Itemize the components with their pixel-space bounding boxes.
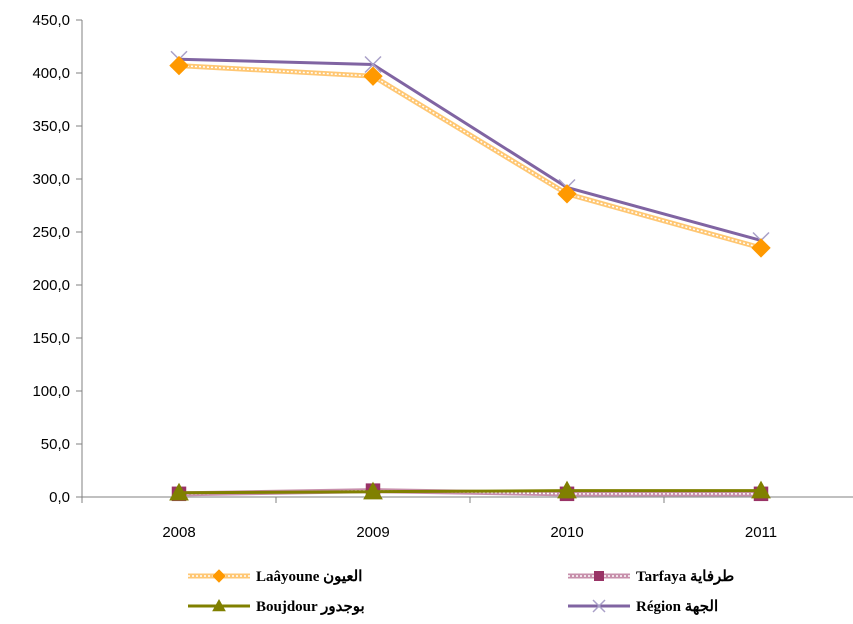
data-point — [751, 238, 771, 258]
data-point — [364, 55, 382, 74]
marker-x-stroke — [364, 55, 382, 74]
y-tick-label: 200,0 — [32, 277, 70, 294]
data-point — [557, 184, 577, 204]
data-point — [169, 482, 189, 501]
legend-marker — [212, 569, 226, 583]
legend-item: Région الجهة — [568, 599, 718, 615]
legend: Laâyoune العيون Tarfaya طرفاية Boujdour بو… — [188, 569, 734, 615]
x-tick-label: 2009 — [356, 524, 389, 541]
y-tick-label: 0,0 — [49, 489, 70, 506]
legend-label: Tarfaya طرفاية — [636, 569, 734, 585]
y-tick-label: 150,0 — [32, 330, 70, 347]
y-tick-label: 350,0 — [32, 118, 70, 135]
series-line-inner — [178, 64, 762, 249]
x-tick-label: 2008 — [162, 524, 195, 541]
y-axis-ticks: 0,0 50,0 100,0 150,0 200,0 250,0 300,0 350,0 400… — [32, 12, 82, 506]
series-line — [178, 63, 762, 251]
legend-label: Région الجهة — [636, 599, 718, 615]
y-tick-label: 100,0 — [32, 383, 70, 400]
legend-label: Boujdour بوجدور — [256, 599, 365, 615]
axes — [81, 20, 853, 498]
y-tick-label: 450,0 — [32, 12, 70, 29]
marker-x-stroke — [592, 599, 606, 613]
y-tick-label: 250,0 — [32, 224, 70, 241]
legend-marker — [212, 598, 226, 612]
y-tick-label: 50,0 — [41, 436, 70, 453]
legend-item: Boujdour بوجدور — [188, 598, 365, 615]
series-line — [178, 489, 761, 495]
data-point — [751, 480, 771, 499]
x-tick-label: 2010 — [550, 524, 583, 541]
series-line — [178, 57, 762, 242]
legend-label: Laâyoune العيون — [256, 569, 362, 585]
series-0 — [169, 55, 771, 258]
data-point — [363, 66, 383, 86]
series-3 — [170, 50, 770, 250]
series-group — [169, 50, 771, 502]
y-tick-label: 400,0 — [32, 65, 70, 82]
series-2 — [169, 480, 771, 501]
legend-marker — [592, 599, 606, 613]
data-point — [169, 55, 189, 76]
x-axis-ticks: 2008 2009 2010 2011 — [81, 497, 777, 541]
y-tick-label: 300,0 — [32, 171, 70, 188]
x-tick-label: 2011 — [745, 524, 777, 541]
data-point — [557, 480, 577, 499]
data-point — [363, 481, 383, 500]
legend-item: Laâyoune العيون — [188, 569, 362, 585]
legend-marker — [594, 571, 604, 581]
legend-item: Tarfaya طرفاية — [568, 569, 734, 585]
